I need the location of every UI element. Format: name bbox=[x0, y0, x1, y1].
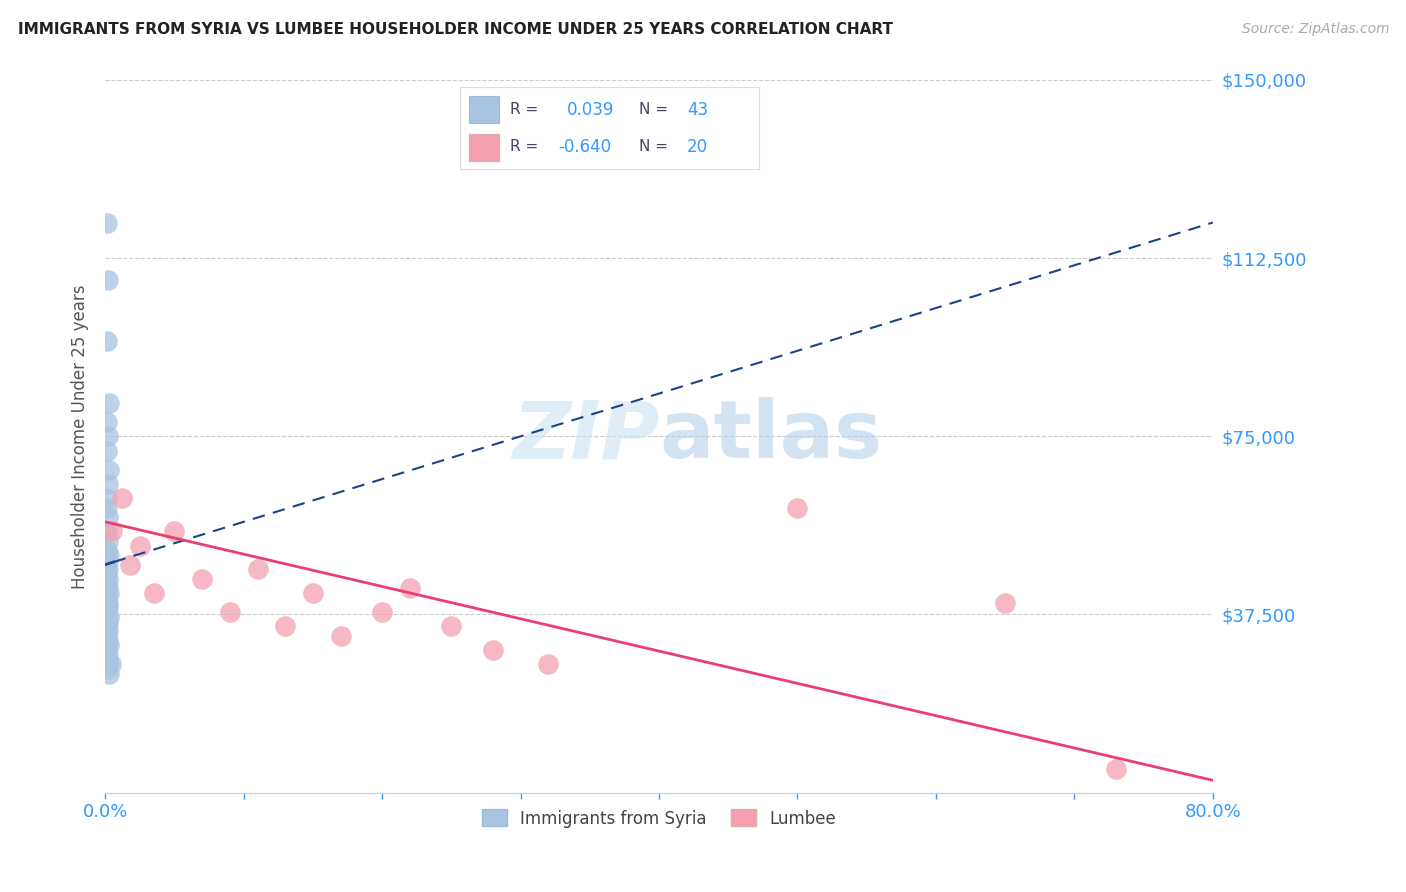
Point bbox=[97, 562, 120, 576]
Point bbox=[98, 586, 121, 600]
Point bbox=[786, 500, 808, 515]
Point bbox=[97, 533, 120, 548]
Point bbox=[96, 605, 118, 619]
Point bbox=[142, 586, 165, 600]
Point bbox=[97, 476, 120, 491]
Point bbox=[98, 666, 121, 681]
Point bbox=[98, 548, 121, 562]
Point bbox=[97, 553, 120, 567]
Point bbox=[96, 415, 118, 429]
Point bbox=[96, 596, 118, 610]
Point bbox=[96, 558, 118, 572]
Point bbox=[120, 558, 142, 572]
Point bbox=[440, 619, 463, 633]
Point bbox=[97, 272, 120, 286]
Point bbox=[96, 491, 118, 505]
Point bbox=[274, 619, 297, 633]
Text: ZIP: ZIP bbox=[512, 397, 659, 475]
Point bbox=[97, 572, 120, 586]
Point bbox=[96, 576, 118, 591]
Point bbox=[482, 643, 505, 657]
Point bbox=[97, 648, 120, 662]
Point bbox=[96, 619, 118, 633]
Point bbox=[98, 639, 121, 653]
Point bbox=[111, 491, 134, 505]
Y-axis label: Householder Income Under 25 years: Householder Income Under 25 years bbox=[72, 284, 89, 589]
Point bbox=[302, 586, 325, 600]
Point bbox=[97, 657, 120, 672]
Point bbox=[97, 429, 120, 443]
Point bbox=[96, 215, 118, 229]
Point bbox=[96, 334, 118, 349]
Point bbox=[97, 624, 120, 639]
Point bbox=[163, 524, 186, 539]
Point bbox=[329, 629, 352, 643]
Legend: Immigrants from Syria, Lumbee: Immigrants from Syria, Lumbee bbox=[475, 803, 844, 834]
Point bbox=[96, 500, 118, 515]
Text: IMMIGRANTS FROM SYRIA VS LUMBEE HOUSEHOLDER INCOME UNDER 25 YEARS CORRELATION CH: IMMIGRANTS FROM SYRIA VS LUMBEE HOUSEHOL… bbox=[18, 22, 893, 37]
Point bbox=[98, 396, 121, 410]
Point bbox=[96, 567, 118, 582]
Point bbox=[246, 562, 269, 576]
Text: Source: ZipAtlas.com: Source: ZipAtlas.com bbox=[1241, 22, 1389, 37]
Point bbox=[96, 629, 118, 643]
Point bbox=[96, 443, 118, 458]
Point bbox=[96, 543, 118, 558]
Point bbox=[371, 605, 394, 619]
Point bbox=[398, 582, 420, 596]
Point bbox=[191, 572, 214, 586]
Point bbox=[96, 662, 118, 676]
Text: atlas: atlas bbox=[659, 397, 882, 475]
Point bbox=[1105, 762, 1128, 776]
Point bbox=[96, 643, 118, 657]
Point bbox=[97, 582, 120, 596]
Point bbox=[97, 510, 120, 524]
Point bbox=[98, 462, 121, 476]
Point bbox=[97, 633, 120, 648]
Point bbox=[96, 591, 118, 605]
Point bbox=[537, 657, 560, 672]
Point bbox=[101, 524, 124, 539]
Point bbox=[97, 615, 120, 629]
Point bbox=[97, 600, 120, 615]
Point bbox=[96, 524, 118, 539]
Point bbox=[128, 539, 150, 553]
Point bbox=[218, 605, 240, 619]
Point bbox=[100, 657, 122, 672]
Point bbox=[96, 652, 118, 666]
Point bbox=[98, 610, 121, 624]
Point bbox=[994, 596, 1017, 610]
Point bbox=[97, 596, 120, 610]
